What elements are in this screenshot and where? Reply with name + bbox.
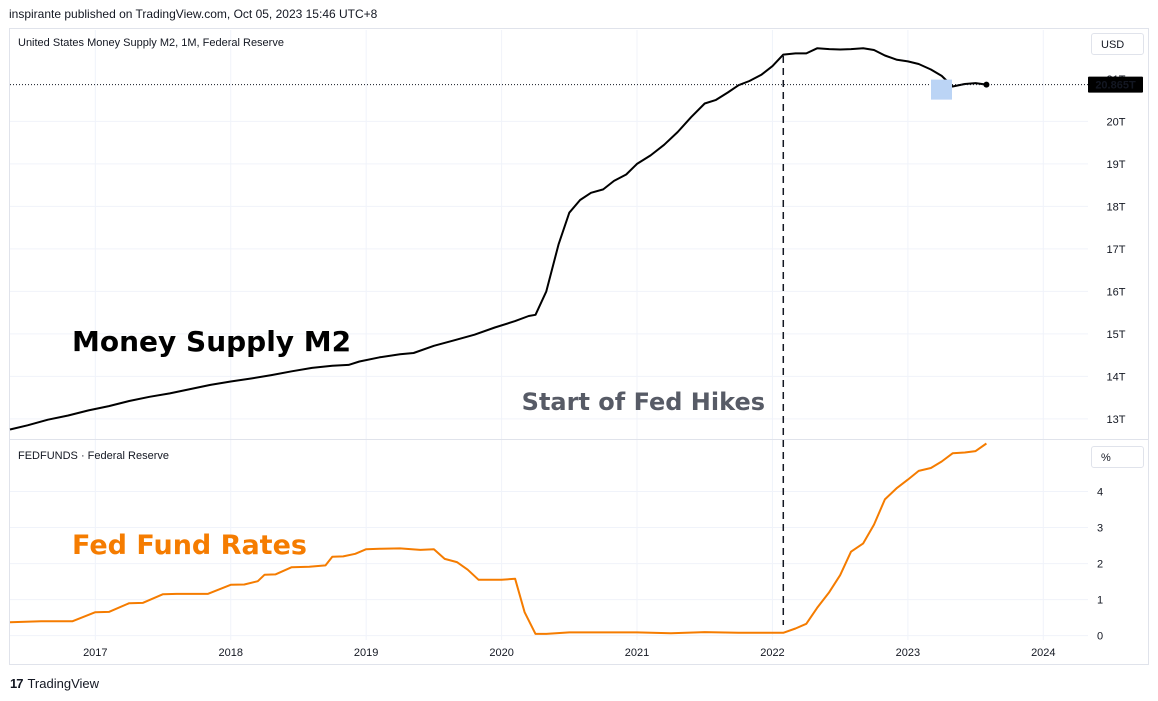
m2-series-line	[9, 47, 987, 431]
ff-y-tick-label: 1	[1097, 595, 1103, 607]
x-tick-label: 2023	[896, 647, 920, 659]
tradingview-logo: 17	[10, 676, 24, 691]
fedfunds-unit-selector[interactable]: %	[1091, 446, 1144, 468]
grid-layer	[10, 30, 1088, 640]
m2-y-tick-label: 16T	[1107, 286, 1126, 298]
m2-y-tick-label: 19T	[1107, 159, 1126, 171]
m2-y-tick-label: 18T	[1107, 201, 1126, 213]
footer: 17 TradingView	[10, 676, 99, 691]
chart-frame	[9, 28, 1149, 665]
m2-y-tick-label: 17T	[1107, 244, 1126, 256]
publish-info: inspirante published on TradingView.com,…	[9, 7, 378, 21]
x-tick-label: 2018	[219, 647, 243, 659]
fedfunds-legend-title: FEDFUNDS · Federal Reserve	[18, 450, 169, 462]
m2-pane: 13T14T15T16T17T18T19T20T21T20.865TUnited…	[9, 37, 1143, 431]
m2-y-tick-label: 13T	[1107, 414, 1126, 426]
m2-y-tick-label: 14T	[1107, 371, 1126, 383]
x-tick-label: 2020	[489, 647, 513, 659]
money-supply-label: Money Supply M2	[72, 325, 351, 358]
x-axis: 2017 2018 2019 2020 2021 2022 2023 2024	[83, 647, 1055, 659]
m2-last-value-badge	[1088, 76, 1143, 93]
fedfunds-pane: 0 1 2 3 4 FEDFUNDS · Federal Reserve	[9, 442, 1103, 643]
m2-y-tick-label: 20T	[1107, 116, 1126, 128]
m2-low-highlight	[931, 79, 952, 100]
m2-last-value-text: 20.865T	[1095, 80, 1136, 92]
x-tick-label: 2019	[354, 647, 378, 659]
ff-y-tick-label: 4	[1097, 486, 1103, 498]
m2-y-tick-label: 15T	[1107, 329, 1126, 341]
fed-hikes-annotation: Start of Fed Hikes	[522, 388, 765, 416]
fedfunds-series-line	[9, 442, 987, 635]
m2-unit-selector[interactable]: USD	[1091, 33, 1144, 55]
m2-last-point	[983, 81, 990, 88]
overlay-layer: Money Supply M2 Fed Fund Rates Start of Fe…	[72, 56, 785, 625]
x-tick-label: 2017	[83, 647, 107, 659]
ff-y-tick-label: 0	[1097, 631, 1103, 643]
x-tick-label: 2024	[1031, 647, 1055, 659]
m2-legend-title: United States Money Supply M2, 1M, Feder…	[18, 37, 284, 49]
ff-y-tick-label: 2	[1097, 559, 1103, 571]
fed-fund-rates-label: Fed Fund Rates	[72, 530, 307, 561]
x-tick-label: 2021	[625, 647, 649, 659]
footer-brand[interactable]: TradingView	[27, 676, 100, 691]
x-tick-label: 2022	[760, 647, 784, 659]
ff-y-tick-label: 3	[1097, 523, 1103, 535]
